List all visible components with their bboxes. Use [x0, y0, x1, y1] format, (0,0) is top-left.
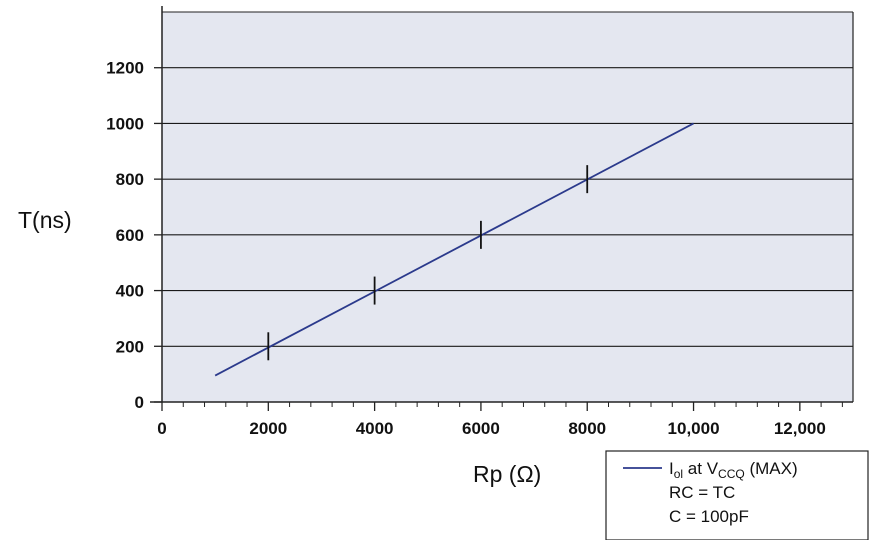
y-tick-label-1: 200	[116, 337, 144, 356]
x-tick-label-1: 2000	[249, 419, 287, 438]
y-tick-label-6: 1200	[106, 59, 144, 78]
grid-lines	[162, 67, 853, 347]
legend-entry-2: RC = TC	[669, 483, 735, 502]
legend-entry-3: C = 100pF	[669, 507, 749, 526]
x-tick-label-0: 0	[157, 419, 166, 438]
plot-area	[162, 12, 853, 402]
legend-entry-1: Iol at VCCQ (MAX)	[669, 459, 798, 481]
y-tick-label-4: 800	[116, 170, 144, 189]
x-tick-labels: 0 2000 4000 6000 8000 10,000 12,000	[157, 402, 826, 438]
y-tick-label-3: 600	[116, 226, 144, 245]
series-line-0	[214, 122, 694, 377]
data-markers	[267, 165, 589, 361]
legend-box	[605, 450, 869, 540]
legend-max: (MAX)	[745, 459, 798, 478]
x-tick-label-2: 4000	[356, 419, 394, 438]
series-lines	[214, 122, 694, 377]
x-minor-ticks	[182, 402, 843, 407]
x-tick-label-3: 6000	[462, 419, 500, 438]
x-tick-label-5: 10,000	[668, 419, 720, 438]
x-tick-label-6: 12,000	[774, 419, 826, 438]
y-tick-label-5: 1000	[106, 114, 144, 133]
x-axis-label: Rp (Ω)	[473, 461, 541, 487]
legend: Iol at VCCQ (MAX) RC = TC C = 100pF	[605, 450, 869, 540]
legend-v-sub: CCQ	[718, 467, 745, 481]
legend-i: I	[669, 459, 674, 478]
legend-i-sub: ol	[674, 467, 683, 481]
y-axis-label: T(ns)	[18, 207, 72, 233]
legend-at-v: at V	[683, 459, 719, 478]
y-tick-labels: 0 200 400 600 800 1000 1200	[106, 59, 162, 412]
y-tick-label-2: 400	[116, 282, 144, 301]
x-tick-label-4: 8000	[568, 419, 606, 438]
y-tick-label-0: 0	[135, 393, 144, 412]
axes	[150, 6, 854, 403]
